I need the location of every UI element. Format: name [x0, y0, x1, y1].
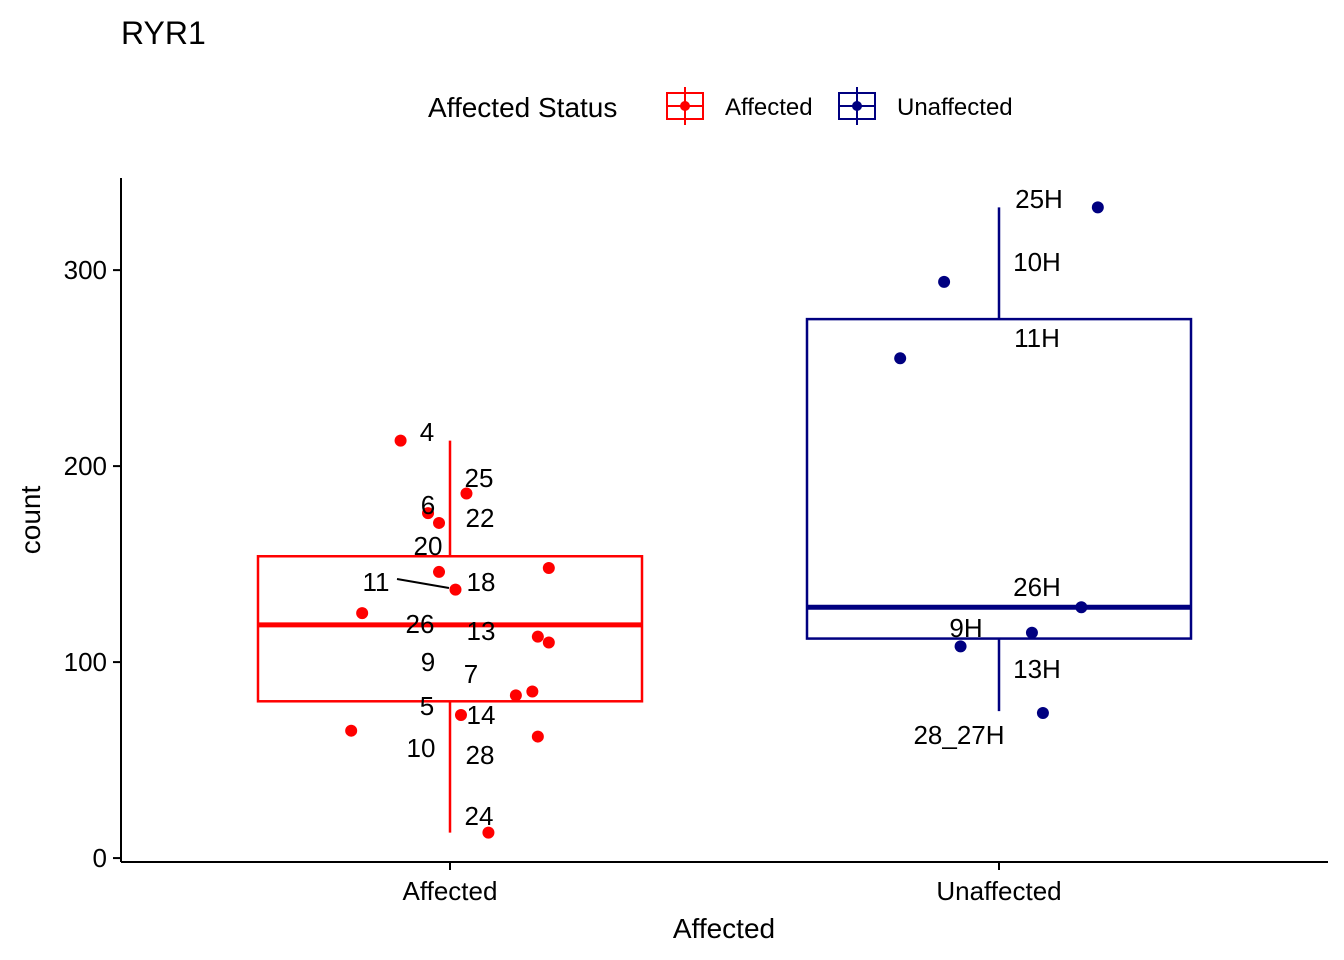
- data-point: [454, 709, 467, 722]
- y-tick-label: 200: [64, 451, 107, 481]
- chart-title: RYR1: [121, 15, 206, 51]
- data-point: [531, 630, 544, 643]
- point-label: 11: [363, 567, 390, 597]
- point-label: 10: [407, 733, 436, 763]
- data-point: [938, 275, 951, 288]
- legend-key-point: [680, 101, 690, 111]
- data-point: [460, 487, 473, 500]
- axes: 0 100 200 300 Affected Unaffected Affected c…: [15, 178, 1328, 944]
- point-label: 24: [465, 801, 494, 831]
- data-point: [356, 607, 369, 620]
- data-point: [531, 730, 544, 743]
- data-point: [422, 507, 435, 520]
- legend: Affected Status Affected Unaffected: [428, 87, 1013, 125]
- x-axis-title: Affected: [673, 913, 775, 944]
- data-point: [433, 565, 446, 578]
- data-point: [433, 516, 446, 529]
- point-label: 28_27H: [913, 720, 1004, 750]
- legend-label: Affected: [725, 94, 813, 121]
- x-tick-label: Affected: [403, 876, 498, 906]
- point-label: 7: [464, 659, 478, 689]
- point-label: 13: [467, 616, 496, 646]
- y-tick-label: 0: [93, 843, 107, 873]
- box-body: [805, 317, 1193, 640]
- point-label: 20: [414, 531, 443, 561]
- point-label: 26H: [1013, 572, 1061, 602]
- data-point: [894, 352, 907, 365]
- plot-area: 4 25 6 22 20 18 26 13 9 7 14 5 28 24 11 10 25H 10H 11H 26H 9…: [256, 184, 1193, 839]
- data-point: [482, 826, 495, 839]
- legend-entry-unaffected: Unaffected: [838, 87, 1013, 125]
- data-point: [542, 636, 555, 649]
- data-point: [1036, 707, 1049, 720]
- y-tick-label: 300: [64, 255, 107, 285]
- point-label: 22: [466, 503, 495, 533]
- legend-entry-affected: Affected: [666, 87, 813, 125]
- data-point: [1075, 601, 1088, 614]
- point-label: 25: [465, 463, 494, 493]
- label-leader-line: [396, 578, 450, 589]
- point-label: 26: [406, 609, 435, 639]
- point-label: 11H: [1014, 323, 1060, 353]
- data-point: [449, 583, 462, 596]
- point-label: 9: [421, 647, 435, 677]
- point-label: 28: [466, 740, 495, 770]
- point-label: 4: [420, 417, 434, 447]
- x-tick-label: Unaffected: [936, 876, 1061, 906]
- legend-title: Affected Status: [428, 92, 617, 123]
- point-label: 9H: [949, 613, 982, 643]
- point-label: 18: [467, 567, 496, 597]
- data-point: [509, 689, 522, 702]
- data-point: [526, 685, 539, 698]
- data-point: [1091, 201, 1104, 214]
- y-tick-label: 100: [64, 647, 107, 677]
- data-point: [394, 434, 407, 447]
- point-label: 5: [420, 691, 434, 721]
- point-label: 14: [467, 700, 496, 730]
- box-unaffected: [805, 207, 1193, 712]
- point-label: 13H: [1013, 654, 1061, 684]
- y-axis-title: count: [15, 486, 46, 555]
- box-body: [256, 555, 644, 703]
- data-point: [1025, 626, 1038, 639]
- legend-key-point: [852, 101, 862, 111]
- data-point: [542, 562, 555, 575]
- point-label: 25H: [1015, 184, 1063, 214]
- point-label: 10H: [1013, 247, 1061, 277]
- point-label: 6: [421, 490, 435, 520]
- data-point: [954, 640, 967, 653]
- legend-label: Unaffected: [897, 94, 1013, 121]
- data-point: [345, 724, 358, 737]
- box-affected: [256, 440, 644, 833]
